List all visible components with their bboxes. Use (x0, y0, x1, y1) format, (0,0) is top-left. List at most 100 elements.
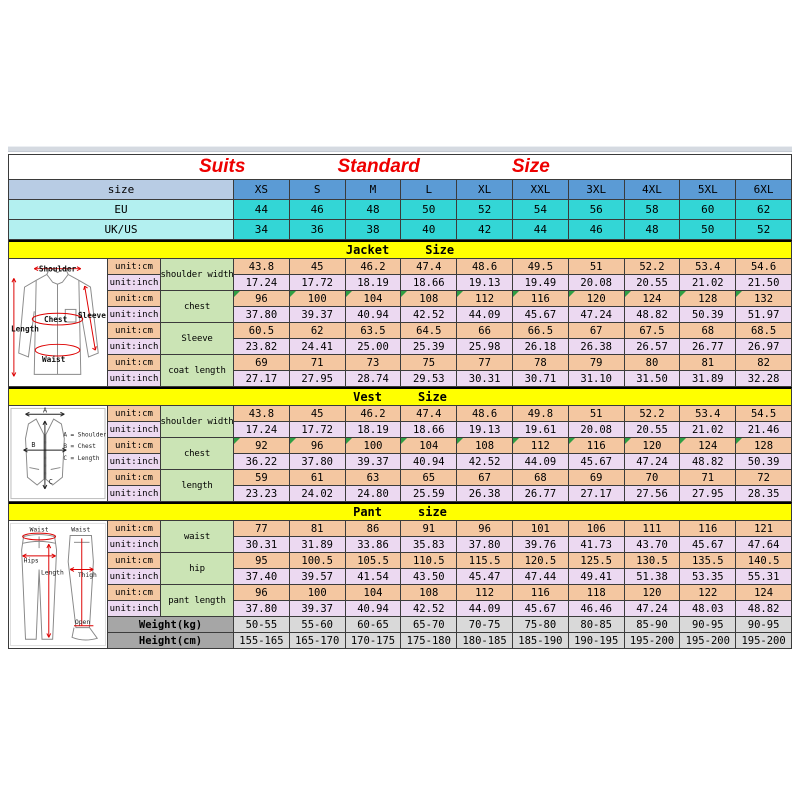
inch-value-cell: 39.37 (289, 601, 346, 617)
inch-value-cell: 37.80 (457, 537, 513, 553)
size-cell: XL (457, 180, 513, 200)
cm-value-cell: 125.5 (568, 553, 625, 569)
cm-value-cell: 132 (736, 291, 792, 307)
cm-value-cell: 104 (345, 291, 402, 307)
ukus-cell: 52 (736, 220, 792, 240)
footer-value-cell: 170-175 (345, 633, 402, 649)
measure-name-cell: hip (161, 553, 234, 585)
cm-value-cell: 64.5 (401, 323, 458, 339)
inch-value-cell: 51.97 (736, 307, 792, 323)
eu-cell: 58 (624, 200, 681, 220)
size-cell: S (289, 180, 346, 200)
inch-value-cell: 30.71 (512, 371, 569, 387)
inch-value-cell: 53.35 (680, 569, 737, 585)
cm-value-cell: 47.4 (401, 259, 458, 275)
inch-value-cell: 31.89 (680, 371, 737, 387)
ukus-cell: 38 (345, 220, 402, 240)
cm-value-cell: 81 (289, 521, 346, 537)
inch-value-cell: 20.08 (568, 275, 625, 291)
eu-cell: 44 (234, 200, 290, 220)
inch-value-cell: 48.82 (624, 307, 681, 323)
eu-row-label: EU (9, 200, 234, 220)
eu-cell: 60 (680, 200, 737, 220)
eu-cell: 56 (568, 200, 625, 220)
inch-value-cell: 21.46 (736, 422, 792, 438)
inch-value-cell: 46.46 (568, 601, 625, 617)
header-row-eu: EU 44 46 48 50 52 54 56 58 60 62 (9, 200, 792, 220)
footer-value-cell: 190-195 (568, 633, 625, 649)
footer-value-cell: 85-90 (624, 617, 681, 633)
inch-value-cell: 27.17 (568, 486, 625, 502)
cm-value-cell: 71 (680, 470, 737, 486)
inch-value-cell: 21.02 (680, 275, 737, 291)
inch-value-cell: 40.94 (345, 601, 402, 617)
cm-value-cell: 124 (736, 585, 792, 601)
inch-value-cell: 20.55 (624, 422, 681, 438)
pants-open-label: Open (75, 619, 90, 626)
cm-value-cell: 120 (624, 585, 681, 601)
inch-value-cell: 19.49 (512, 275, 569, 291)
footer-value-cell: 185-190 (512, 633, 569, 649)
inch-value-cell: 37.80 (234, 307, 290, 323)
inch-value-cell: 39.76 (512, 537, 569, 553)
cm-value-cell: 124 (680, 438, 737, 454)
cm-value-cell: 54.6 (736, 259, 792, 275)
inch-value-cell: 40.94 (401, 454, 458, 470)
inch-value-cell: 47.24 (624, 601, 681, 617)
cm-value-cell: 54.5 (736, 406, 792, 422)
size-cell: XXL (512, 180, 569, 200)
unit-cm-label: unit:cm (108, 470, 161, 486)
unit-cm-label: unit:cm (108, 521, 161, 537)
cm-value-cell: 118 (568, 585, 625, 601)
cm-value-cell: 122 (680, 585, 737, 601)
inch-value-cell: 26.57 (624, 339, 681, 355)
cm-value-cell: 67 (568, 323, 625, 339)
size-cell: 3XL (568, 180, 625, 200)
ukus-cell: 36 (289, 220, 346, 240)
ukus-cell: 44 (512, 220, 569, 240)
title-word-suits: Suits (199, 156, 246, 177)
section-grid-jacket: Shoulder Length Chest Sleeve Waist unit:… (9, 259, 792, 387)
cm-value-cell: 92 (234, 438, 290, 454)
measure-name-cell: pant length (161, 585, 234, 617)
unit-inch-label: unit:inch (108, 601, 161, 617)
inch-value-cell: 26.77 (512, 486, 569, 502)
inch-value-cell: 44.09 (457, 307, 513, 323)
footer-value-cell: 195-200 (624, 633, 681, 649)
unit-inch-label: unit:inch (108, 486, 161, 502)
banner-word: Size (425, 243, 455, 257)
cm-value-cell: 116 (512, 585, 569, 601)
inch-value-cell: 50.39 (736, 454, 792, 470)
cm-value-cell: 66 (457, 323, 513, 339)
unit-cm-label: unit:cm (108, 585, 161, 601)
pants-length-label: Length (41, 569, 64, 576)
cm-value-cell: 48.6 (457, 406, 513, 422)
inch-value-cell: 45.67 (680, 537, 737, 553)
inch-value-cell: 44.09 (457, 601, 513, 617)
inch-value-cell: 19.61 (512, 422, 569, 438)
cm-value-cell: 130.5 (624, 553, 681, 569)
eu-cell: 48 (345, 200, 402, 220)
inch-value-cell: 32.28 (736, 371, 792, 387)
cm-value-cell: 95 (234, 553, 290, 569)
section-grid-pants: Waist Hips Length Waist Thigh Open unit:… (9, 521, 792, 649)
inch-value-cell: 20.55 (624, 275, 681, 291)
cm-value-cell: 78 (512, 355, 569, 371)
footer-value-cell: 90-95 (680, 617, 737, 633)
footer-value-cell: 80-85 (568, 617, 625, 633)
cm-value-cell: 45 (289, 259, 346, 275)
inch-value-cell: 37.80 (289, 454, 346, 470)
measure-name-cell: coat length (161, 355, 234, 387)
footer-label-cell: Weight(kg) (108, 617, 234, 633)
inch-value-cell: 27.56 (624, 486, 681, 502)
inch-value-cell: 21.50 (736, 275, 792, 291)
footer-value-cell: 75-80 (512, 617, 569, 633)
inch-value-cell: 29.53 (401, 371, 458, 387)
cm-value-cell: 59 (234, 470, 290, 486)
inch-value-cell: 42.52 (401, 601, 458, 617)
cm-value-cell: 43.8 (234, 259, 290, 275)
inch-value-cell: 23.82 (234, 339, 290, 355)
cm-value-cell: 45 (289, 406, 346, 422)
footer-value-cell: 195-200 (680, 633, 737, 649)
cm-value-cell: 112 (457, 585, 513, 601)
